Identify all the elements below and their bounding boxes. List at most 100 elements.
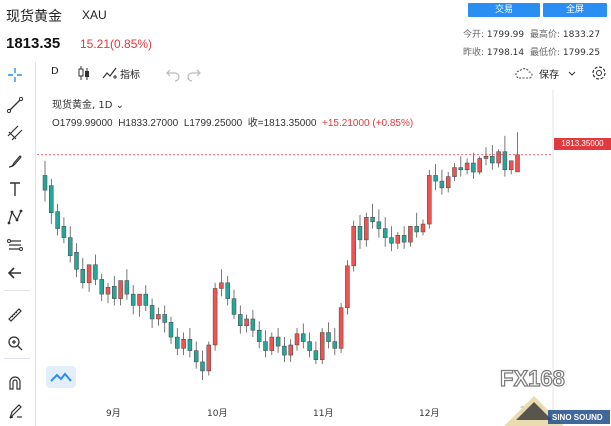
candle-body [219,282,224,289]
last-price-tag: 1813.35000 [554,138,611,150]
candle-body [67,237,73,256]
candle-body [364,217,369,241]
fullscreen-button[interactable]: 全屏 [543,3,607,17]
toolbar-divider [4,358,30,359]
candle-body [80,269,86,284]
candle-body [175,336,180,349]
crosshair-icon[interactable] [6,66,24,84]
candle-body [99,279,104,295]
indicators-icon[interactable] [102,64,118,82]
back-arrow-icon[interactable] [6,264,24,282]
watermark-brand: FX168 [500,366,565,391]
chevron-down-icon[interactable]: ⌄ [115,100,124,111]
candle-body [496,151,501,164]
watermark-sub: SINO SOUND [552,413,603,422]
legend-open: O1799.99000 [52,118,113,129]
candle-body [389,237,394,244]
candle-body [458,167,464,171]
candle-body [105,287,111,295]
candle-type-icon[interactable] [76,64,92,82]
legend-change: +15.21000 (+0.85%) [322,118,414,129]
last-price: 1813.35 [6,35,61,52]
prediction-icon[interactable] [6,236,24,254]
pattern-icon[interactable] [6,208,24,226]
candle-body [244,318,249,327]
price-chart[interactable] [37,90,611,426]
chart-toolbar: D 指标 保存 [40,62,611,86]
candle-body [338,307,344,349]
lock-drawing-icon[interactable] [6,402,24,420]
candle-body [193,350,199,363]
candle-body [86,264,92,284]
ruler-icon[interactable] [6,306,24,324]
candle-body [471,162,476,173]
candle-body [420,223,426,233]
candle-body [275,336,281,347]
high-stat: 最高价: 1833.27 [530,27,600,40]
candle-body [61,226,67,238]
x-axis-label: 12月 [419,409,440,419]
candle-body [433,175,438,182]
candle-body [49,185,54,213]
candle-body [124,280,130,295]
candle-body [162,314,167,323]
candle-body [370,217,375,223]
trade-button[interactable]: 交易 [468,3,540,17]
prev-close-value: 1798.14 [486,48,525,58]
candle-body [294,333,300,346]
candle-body [483,155,489,159]
candle-body [439,180,445,189]
legend-close: 收=1813.35000 [247,118,317,129]
cloud-save-icon[interactable] [514,64,534,82]
candle-body [490,155,495,164]
candle-body [408,226,413,243]
candle-body [42,175,48,191]
candle-body [200,361,205,372]
chart-legend-title[interactable]: 现货黄金, 1D ⌄ [52,96,124,111]
interval-button[interactable]: D [51,66,59,77]
fib-tool-icon[interactable] [6,124,24,142]
candle-body [130,293,136,306]
candle-body [301,333,306,342]
candle-body [382,228,388,238]
tradingview-logo-icon[interactable] [46,366,76,388]
undo-icon[interactable] [165,64,181,82]
symbol-name: 现货黄金 [6,9,62,25]
settings-gear-icon[interactable] [590,64,608,82]
candle-body [112,285,117,299]
candle-body [414,226,419,233]
candle-body [269,336,275,351]
brush-icon[interactable] [6,152,24,170]
candle-body [508,160,514,171]
chevron-down-icon[interactable] [567,64,577,82]
magnet-icon[interactable] [6,374,24,392]
zoom-in-icon[interactable] [6,334,24,352]
candle-body [401,235,407,243]
candle-body [74,252,79,270]
candle-body [427,175,432,225]
x-axis-label: 11月 [313,409,334,419]
legend-high: H1833.27000 [118,118,179,129]
candle-body [137,293,142,306]
save-button[interactable]: 保存 [539,70,559,81]
candle-body [351,226,356,267]
candle-body [307,341,312,351]
candle-body [168,322,174,338]
candle-body [181,339,186,349]
indicators-button[interactable]: 指标 [120,70,140,81]
candle-body [149,305,155,320]
trend-line-icon[interactable] [6,96,24,114]
candle-body [225,282,230,299]
low-label: 最低价: [530,48,561,58]
candle-body [282,345,287,356]
x-axis-label: 10月 [207,409,228,419]
text-tool-icon[interactable] [6,180,24,198]
candle-body [464,162,470,171]
redo-icon[interactable] [186,64,202,82]
open-stat: 今开: 1799.99 [463,27,524,40]
candle-body [357,226,363,241]
candle-body [319,332,325,360]
drawing-toolbar [0,62,36,426]
toolbar-divider [4,290,30,291]
prev-close-stat: 昨收: 1798.14 [463,45,524,58]
